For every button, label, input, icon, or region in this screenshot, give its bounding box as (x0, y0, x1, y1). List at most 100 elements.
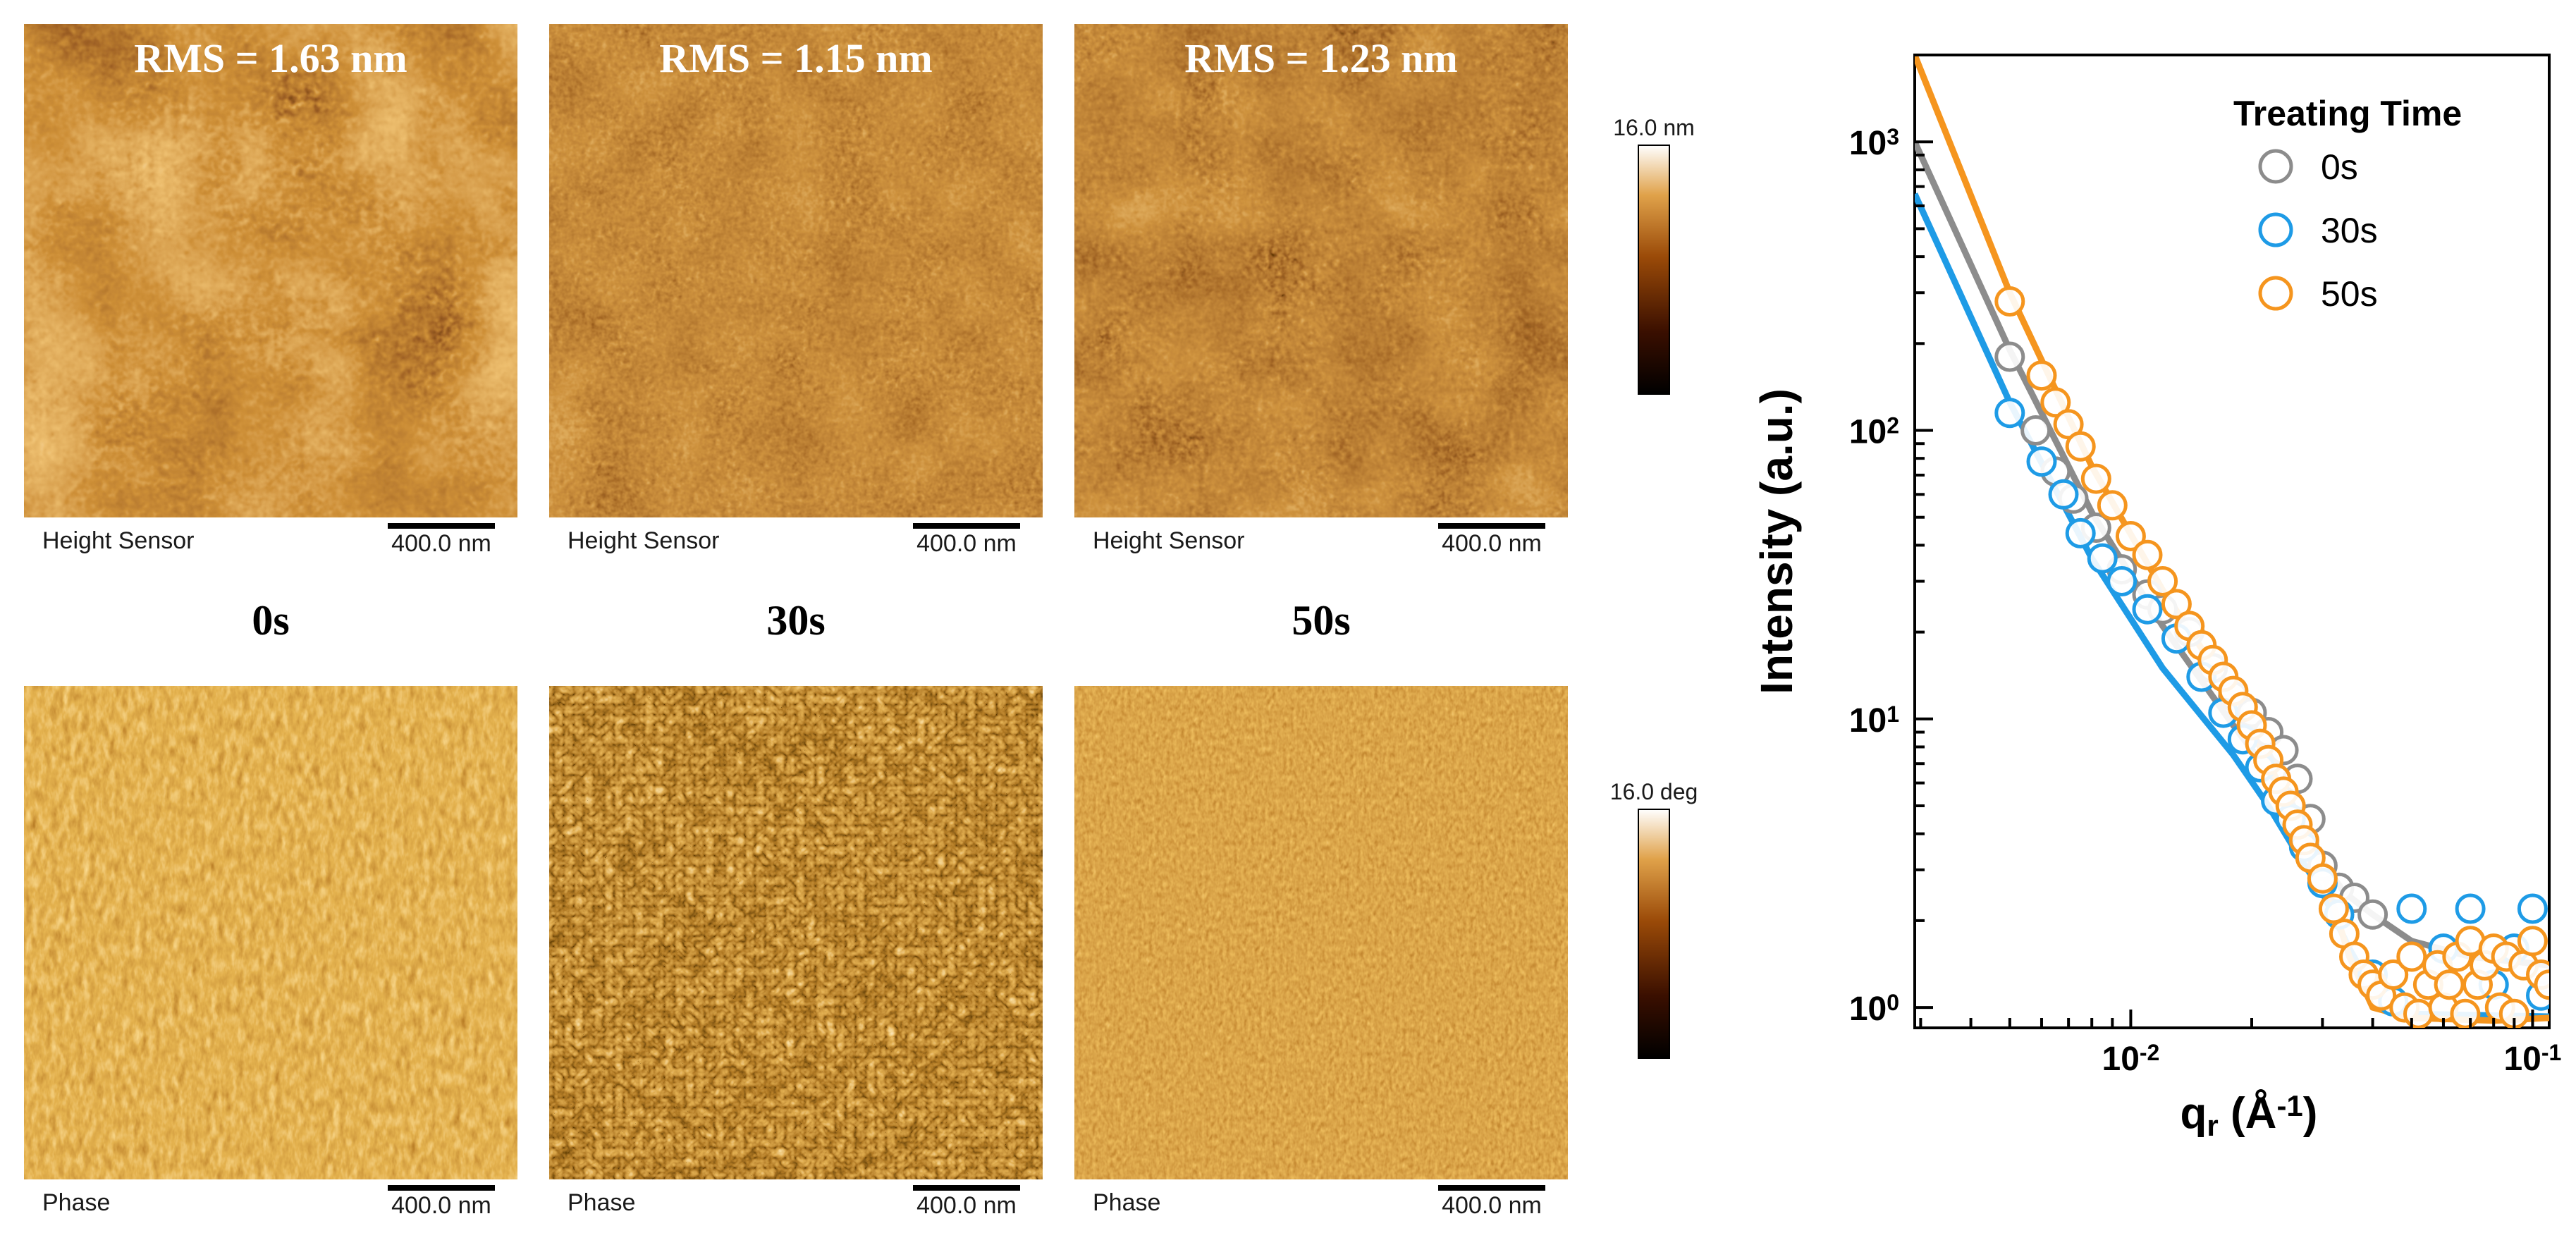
y-tick-base: 10 (1849, 414, 1887, 451)
afm-phase-image-50s (1074, 686, 1568, 1179)
y-tick-exponent: 0 (1887, 990, 1899, 1015)
phase-colorbar-max-label: 16.0 deg (1610, 779, 1698, 804)
data-point-0s (2357, 899, 2388, 930)
fit-lines (1915, 55, 2549, 1024)
time-label-50s: 50s (1292, 597, 1350, 644)
data-point-0s (2020, 415, 2051, 446)
x-axis-label-unit: (Å (2219, 1089, 2277, 1138)
y-tick-base: 10 (1849, 702, 1887, 740)
data-point-50s (2396, 941, 2427, 972)
data-point-50s (2403, 998, 2434, 1028)
height-scalebar-line-30s (913, 523, 1020, 529)
phase-scalebar-line-0s (388, 1185, 495, 1191)
data-point-50s (2097, 490, 2128, 521)
height-caption-0s: Height Sensor (42, 527, 194, 554)
data-point-50s (2534, 969, 2549, 1000)
data-point-50s (2132, 539, 2163, 570)
data-point-50s (2026, 360, 2057, 391)
fit-line-0s (1915, 140, 2549, 969)
data-point-50s (2434, 969, 2465, 1000)
afm-height-image-0s (24, 24, 517, 517)
height-colorbar (1638, 145, 1670, 395)
data-point-50s (2161, 589, 2192, 620)
data-point-0s (1994, 341, 2025, 372)
y-tick-base: 10 (1849, 990, 1887, 1028)
data-point-50s (1994, 286, 2025, 317)
phase-colorbar (1638, 809, 1670, 1059)
x-axis-label-symbol: q (2181, 1089, 2207, 1138)
x-axis-label-superscript: -1 (2276, 1089, 2302, 1122)
data-point-30s (2065, 517, 2096, 548)
height-caption-30s: Height Sensor (568, 527, 719, 554)
rms-label-30s: RMS = 1.15 nm (659, 35, 933, 81)
phase-scalebar-line-50s (1438, 1185, 1545, 1191)
y-axis-label: Intensity (a.u.) (1751, 388, 1802, 694)
legend: Treating Time 0s 30s 50s (2233, 94, 2462, 314)
y-tick-base: 10 (1849, 125, 1887, 162)
rms-label-50s: RMS = 1.23 nm (1184, 35, 1458, 81)
y-tick-label: 102 (1849, 412, 1899, 450)
data-point-30s (2106, 566, 2138, 596)
y-tick-label: 100 (1849, 990, 1899, 1028)
phase-scalebar-line-30s (913, 1185, 1020, 1191)
data-point-50s (2115, 521, 2146, 551)
data-point-30s (2087, 543, 2118, 574)
x-tick-base: 10 (2102, 1041, 2140, 1078)
x-tick-base: 10 (2503, 1041, 2541, 1078)
data-point-50s (2450, 998, 2481, 1028)
legend-marker-30s (2258, 212, 2293, 247)
x-tick-exponent: -1 (2541, 1040, 2561, 1065)
height-scalebar-label-50s: 400.0 nm (1442, 530, 1542, 557)
data-point-50s (2040, 387, 2071, 418)
data-point-50s (2517, 926, 2548, 957)
afm-height-image-30s (549, 24, 1043, 517)
height-scalebar-label-0s: 400.0 nm (391, 530, 491, 557)
data-point-50s (2318, 893, 2349, 924)
phase-scalebar-label-0s: 400.0 nm (391, 1192, 491, 1219)
legend-marker-0s (2258, 149, 2293, 184)
x-tick-label: 10-2 (2102, 1040, 2160, 1078)
afm-image-grid: RMS = 1.63 nm RMS = 1.15 nm RMS = 1.23 n… (24, 24, 1698, 1219)
legend-label-0s: 0s (2321, 147, 2358, 187)
height-caption-50s: Height Sensor (1093, 527, 1244, 554)
height-scalebar-label-30s: 400.0 nm (916, 530, 1017, 557)
height-colorbar-max-label: 16.0 nm (1613, 115, 1695, 140)
fit-line-50s (1915, 55, 2549, 1024)
x-tick-exponent: -2 (2140, 1040, 2159, 1065)
data-point-50s (2147, 566, 2178, 596)
data-point-30s (1994, 398, 2025, 429)
data-point-30s (2517, 893, 2548, 924)
height-scalebar-line-50s (1438, 523, 1545, 529)
phase-scalebar-label-50s: 400.0 nm (1442, 1192, 1542, 1219)
data-point-30s (2396, 893, 2427, 924)
phase-caption-0s: Phase (42, 1189, 110, 1216)
data-point-50s (2378, 959, 2409, 990)
data-point-50s (2307, 863, 2338, 894)
y-tick-label: 101 (1849, 701, 1899, 739)
y-tick-exponent: 1 (1887, 701, 1899, 726)
x-axis-label-unit-close: ) (2303, 1089, 2318, 1138)
phase-caption-50s: Phase (1093, 1189, 1160, 1216)
rms-label-0s: RMS = 1.63 nm (134, 35, 407, 81)
x-tick-label: 10-1 (2503, 1040, 2561, 1078)
axis-ticks (1915, 54, 2534, 1028)
legend-marker-50s (2258, 276, 2293, 311)
data-point-30s (2048, 479, 2079, 510)
data-point-30s (2455, 893, 2486, 924)
x-axis-label: qr (Å-1) (2181, 1089, 2318, 1142)
legend-title: Treating Time (2233, 94, 2462, 133)
data-point-50s (2080, 463, 2111, 494)
time-label-30s: 30s (766, 597, 825, 644)
time-label-0s: 0s (252, 597, 289, 644)
legend-label-50s: 50s (2321, 274, 2378, 314)
data-point-30s (2026, 446, 2057, 477)
plot-frame (1913, 54, 2551, 1029)
data-point-30s (2132, 594, 2163, 625)
x-axis-label-subscript: r (2207, 1109, 2218, 1142)
afm-height-image-50s (1074, 24, 1568, 517)
afm-phase-image-30s (549, 686, 1043, 1179)
fit-line-30s (1915, 192, 2549, 1020)
y-tick-label: 103 (1849, 124, 1899, 162)
